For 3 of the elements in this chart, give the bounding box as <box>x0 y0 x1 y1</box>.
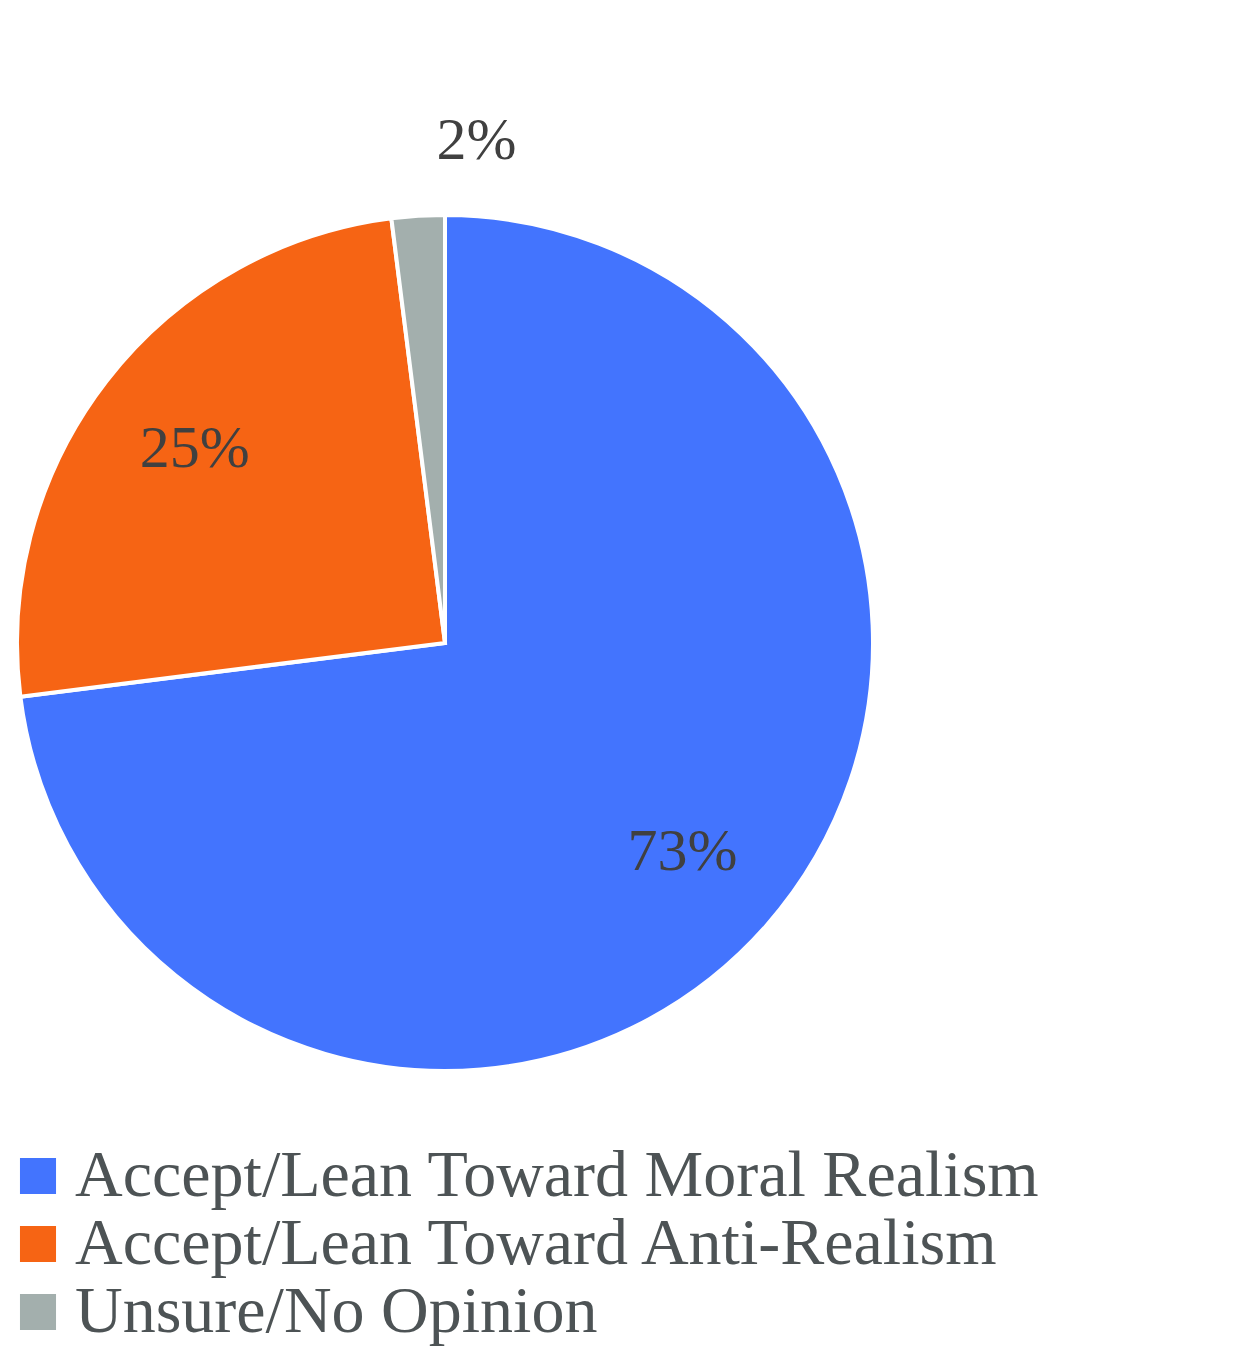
data-label: 25% <box>139 413 250 480</box>
data-label: 2% <box>436 105 517 172</box>
data-label: 73% <box>627 817 738 884</box>
